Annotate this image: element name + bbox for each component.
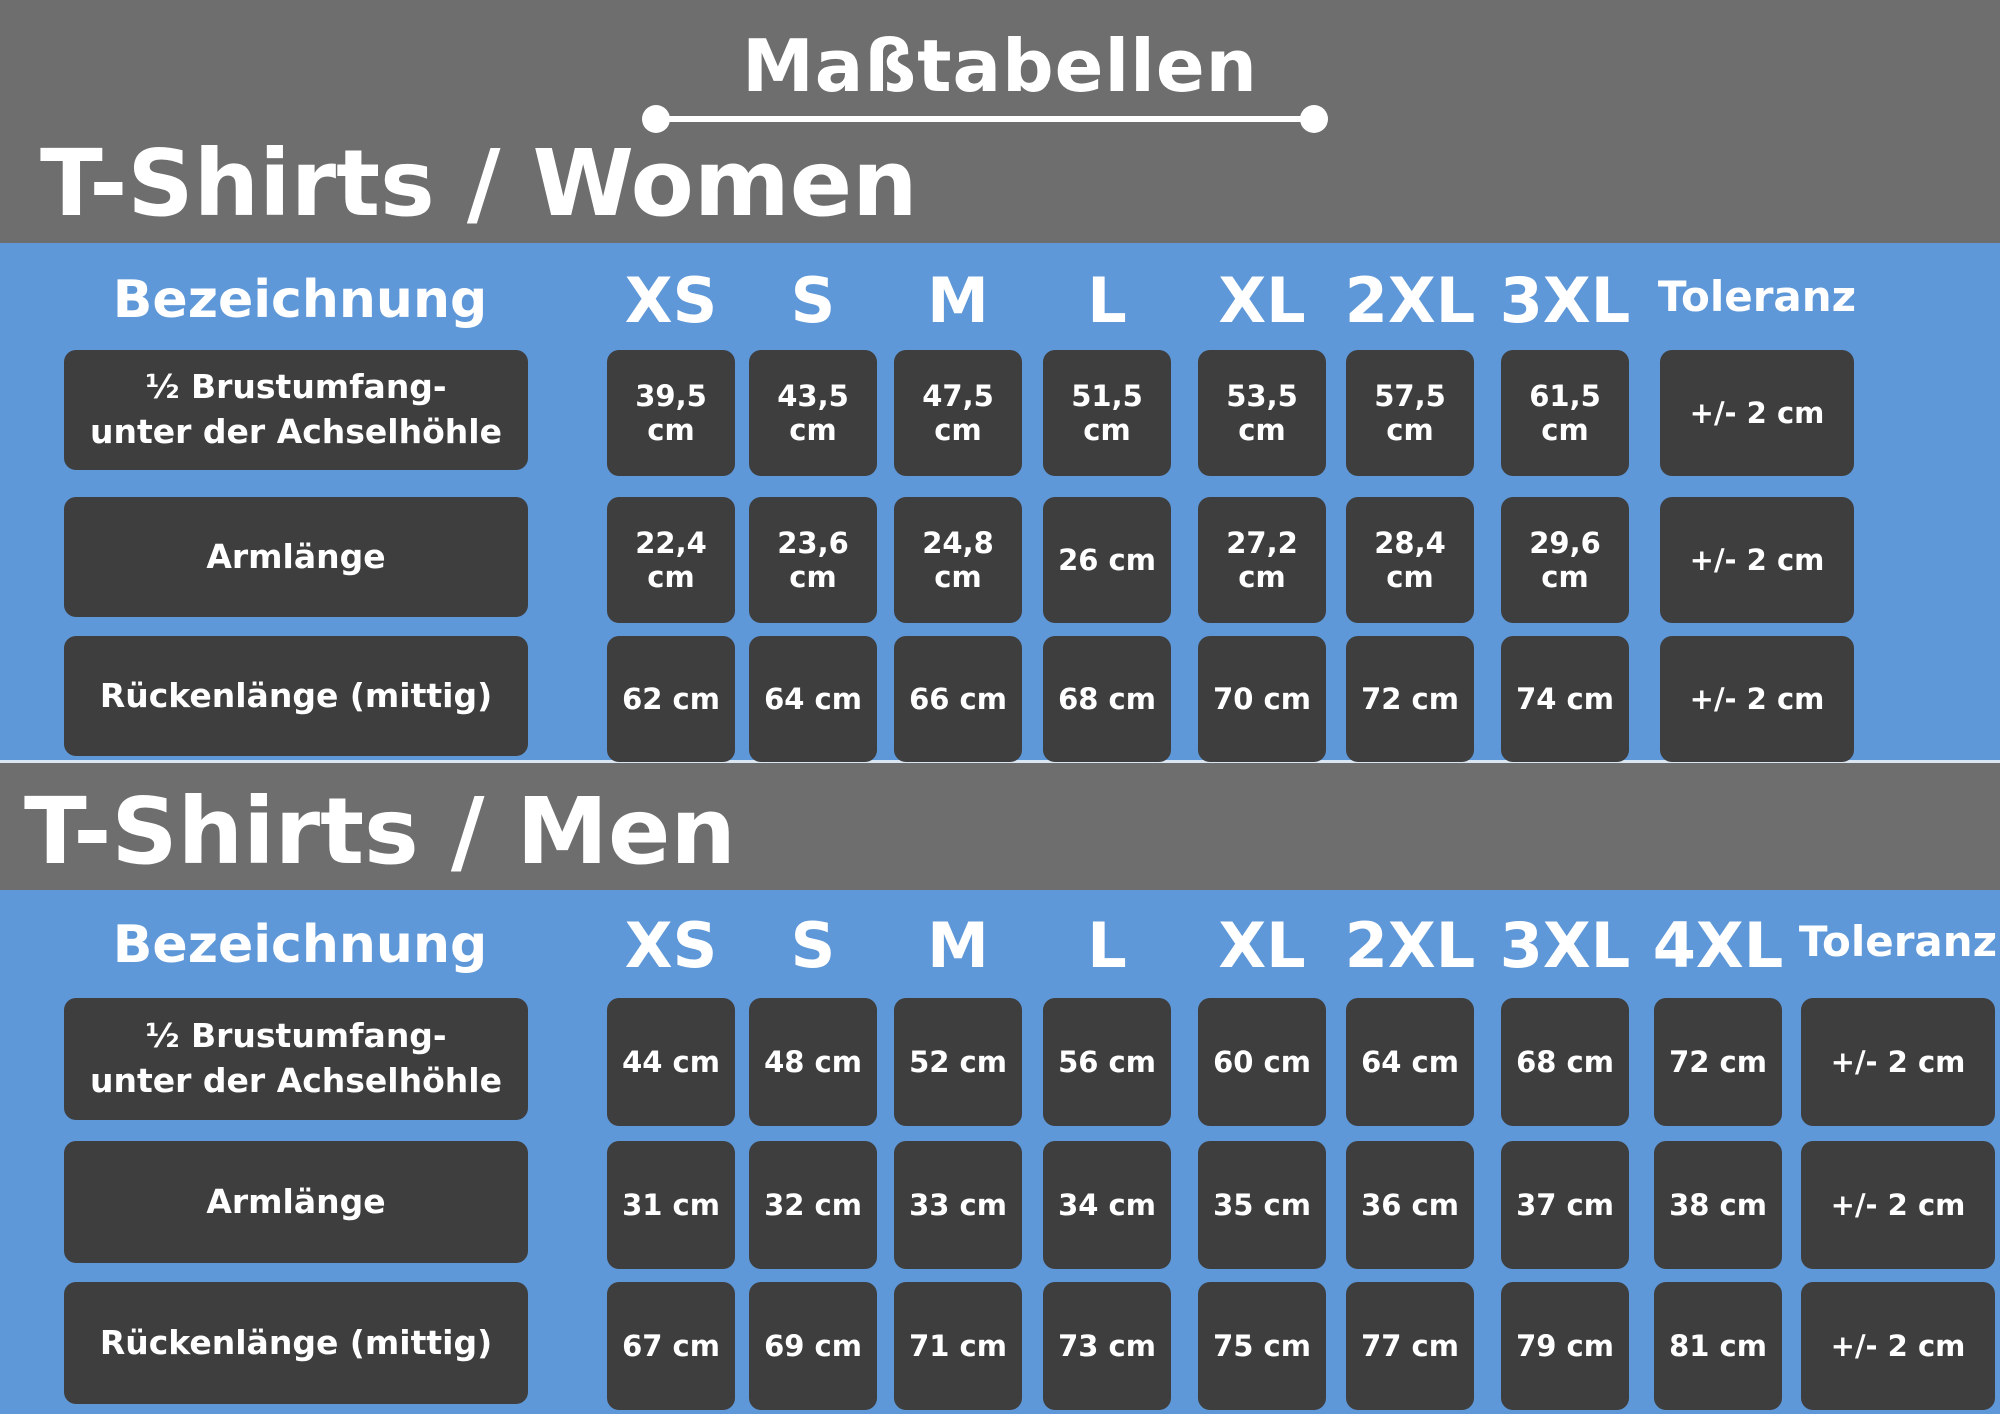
women-measurement-cell: 29,6 cm (1501, 497, 1629, 623)
women-row-label: Rückenlänge (mittig) (64, 636, 528, 756)
underline-dot-left (642, 105, 670, 133)
page-title: Maßtabellen (742, 24, 1258, 108)
men-row-label: ½ Brustumfang- unter der Achselhöhle (64, 998, 528, 1120)
men-measurement-cell: 56 cm (1043, 998, 1171, 1126)
women-size-header-m: M (927, 264, 989, 337)
men-size-header-xs: XS (624, 909, 718, 982)
men-measurement-cell: 73 cm (1043, 1282, 1171, 1410)
women-measurement-cell: 51,5 cm (1043, 350, 1171, 476)
men-size-header-l: L (1087, 909, 1127, 982)
men-measurement-cell: 72 cm (1654, 998, 1782, 1126)
women-tolerance-cell: +/- 2 cm (1660, 636, 1854, 762)
men-measurement-cell: 69 cm (749, 1282, 877, 1410)
men-tolerance-cell: +/- 2 cm (1801, 1141, 1995, 1269)
women-size-header-3xl: 3XL (1499, 264, 1631, 337)
men-measurement-cell: 32 cm (749, 1141, 877, 1269)
men-measurement-cell: 64 cm (1346, 998, 1474, 1126)
men-label-header: Bezeichnung (112, 915, 488, 975)
men-tolerance-cell: +/- 2 cm (1801, 998, 1995, 1126)
men-section-title: T-Shirts / Men (24, 778, 736, 885)
men-measurement-cell: 34 cm (1043, 1141, 1171, 1269)
women-tolerance-header: Toleranz (1657, 272, 1857, 321)
women-measurement-cell: 22,4 cm (607, 497, 735, 623)
men-measurement-cell: 44 cm (607, 998, 735, 1126)
women-section-title: T-Shirts / Women (40, 130, 918, 237)
men-measurement-cell: 37 cm (1501, 1141, 1629, 1269)
men-size-header-m: M (927, 909, 989, 982)
women-measurement-cell: 24,8 cm (894, 497, 1022, 623)
women-measurement-cell: 64 cm (749, 636, 877, 762)
men-measurement-cell: 67 cm (607, 1282, 735, 1410)
women-measurement-cell: 28,4 cm (1346, 497, 1474, 623)
men-measurement-cell: 48 cm (749, 998, 877, 1126)
women-label-header: Bezeichnung (112, 270, 488, 330)
women-size-header-xs: XS (624, 264, 718, 337)
women-measurement-cell: 43,5 cm (749, 350, 877, 476)
women-row-label: ½ Brustumfang- unter der Achselhöhle (64, 350, 528, 470)
women-measurement-cell: 27,2 cm (1198, 497, 1326, 623)
women-measurement-cell: 68 cm (1043, 636, 1171, 762)
underline-dot-right (1300, 105, 1328, 133)
women-measurement-cell: 62 cm (607, 636, 735, 762)
men-title-band (0, 763, 2000, 890)
men-tolerance-header: Toleranz (1798, 917, 1998, 966)
women-measurement-cell: 57,5 cm (1346, 350, 1474, 476)
women-size-header-2xl: 2XL (1344, 264, 1476, 337)
men-size-header-xl: XL (1218, 909, 1306, 982)
men-measurement-cell: 31 cm (607, 1141, 735, 1269)
men-measurement-cell: 68 cm (1501, 998, 1629, 1126)
men-measurement-cell: 71 cm (894, 1282, 1022, 1410)
women-measurement-cell: 70 cm (1198, 636, 1326, 762)
women-size-header-l: L (1087, 264, 1127, 337)
men-measurement-cell: 36 cm (1346, 1141, 1474, 1269)
women-measurement-cell: 66 cm (894, 636, 1022, 762)
title-underline (656, 116, 1314, 122)
women-measurement-cell: 61,5 cm (1501, 350, 1629, 476)
women-measurement-cell: 72 cm (1346, 636, 1474, 762)
men-measurement-cell: 33 cm (894, 1141, 1022, 1269)
men-measurement-cell: 75 cm (1198, 1282, 1326, 1410)
women-row-label: Armlänge (64, 497, 528, 617)
men-measurement-cell: 79 cm (1501, 1282, 1629, 1410)
women-size-header-xl: XL (1218, 264, 1306, 337)
women-tolerance-cell: +/- 2 cm (1660, 350, 1854, 476)
men-size-header-s: S (790, 909, 836, 982)
men-measurement-cell: 60 cm (1198, 998, 1326, 1126)
men-measurement-cell: 52 cm (894, 998, 1022, 1126)
men-size-header-3xl: 3XL (1499, 909, 1631, 982)
men-measurement-cell: 35 cm (1198, 1141, 1326, 1269)
men-row-label: Armlänge (64, 1141, 528, 1263)
men-tolerance-cell: +/- 2 cm (1801, 1282, 1995, 1410)
men-row-label: Rückenlänge (mittig) (64, 1282, 528, 1404)
men-size-header-2xl: 2XL (1344, 909, 1476, 982)
women-measurement-cell: 74 cm (1501, 636, 1629, 762)
women-size-header-s: S (790, 264, 836, 337)
women-measurement-cell: 39,5 cm (607, 350, 735, 476)
men-size-header-4xl: 4XL (1652, 909, 1784, 982)
women-measurement-cell: 53,5 cm (1198, 350, 1326, 476)
men-measurement-cell: 77 cm (1346, 1282, 1474, 1410)
women-measurement-cell: 23,6 cm (749, 497, 877, 623)
men-measurement-cell: 38 cm (1654, 1141, 1782, 1269)
men-measurement-cell: 81 cm (1654, 1282, 1782, 1410)
women-tolerance-cell: +/- 2 cm (1660, 497, 1854, 623)
women-measurement-cell: 26 cm (1043, 497, 1171, 623)
women-measurement-cell: 47,5 cm (894, 350, 1022, 476)
